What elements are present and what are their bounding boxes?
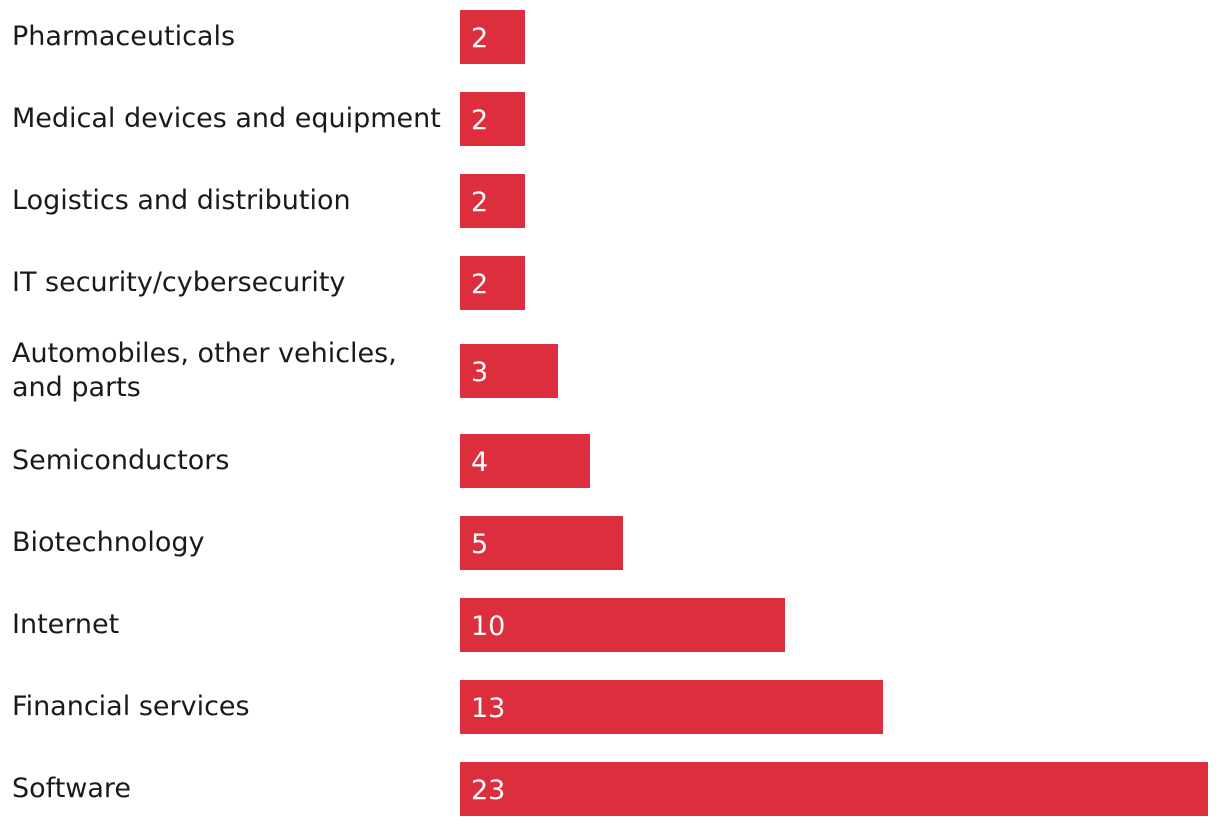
bar (460, 516, 623, 570)
bar-value-label: 2 (471, 23, 489, 54)
category-label: Logistics and distribution (12, 185, 351, 216)
bar-row: Pharmaceuticals 2 (0, 10, 1220, 64)
bar-row: Automobiles, other vehicles, and parts 3 (0, 338, 1220, 403)
bar-value-label: 3 (471, 357, 489, 388)
category-label: Financial services (12, 691, 250, 722)
category-label: Internet (12, 609, 120, 640)
bar (460, 762, 1208, 816)
bar-row: Logistics and distribution 2 (0, 174, 1220, 228)
category-label: Semiconductors (12, 445, 230, 476)
bar (460, 344, 558, 398)
category-label: Biotechnology (12, 527, 205, 558)
bar (460, 680, 883, 734)
category-label: IT security/cybersecurity (12, 267, 346, 298)
bar-value-label: 2 (471, 187, 489, 218)
bar-value-label: 5 (471, 529, 489, 560)
bar-row: Software 23 (0, 762, 1220, 816)
bar-value-label: 13 (471, 693, 506, 724)
bar-value-label: 23 (471, 775, 506, 806)
bar (460, 598, 785, 652)
category-label: Software (12, 773, 132, 804)
bar-row: IT security/cybersecurity 2 (0, 256, 1220, 310)
bar-value-label: 4 (471, 447, 489, 478)
category-label: Pharmaceuticals (12, 21, 236, 52)
bar-row: Biotechnology 5 (0, 516, 1220, 570)
bar-row: Financial services 13 (0, 680, 1220, 734)
category-label: Medical devices and equipment (12, 103, 441, 134)
bar-value-label: 2 (471, 269, 489, 300)
bar (460, 92, 525, 146)
bar-row: Internet 10 (0, 598, 1220, 652)
category-label: Automobiles, other vehicles, and parts (12, 338, 397, 403)
bar (460, 10, 525, 64)
bar-row: Medical devices and equipment 2 (0, 92, 1220, 146)
bar-value-label: 10 (471, 611, 506, 642)
bar (460, 256, 525, 310)
bar-value-label: 2 (471, 105, 489, 136)
bar (460, 434, 590, 488)
bar (460, 174, 525, 228)
bar-row: Semiconductors 4 (0, 434, 1220, 488)
